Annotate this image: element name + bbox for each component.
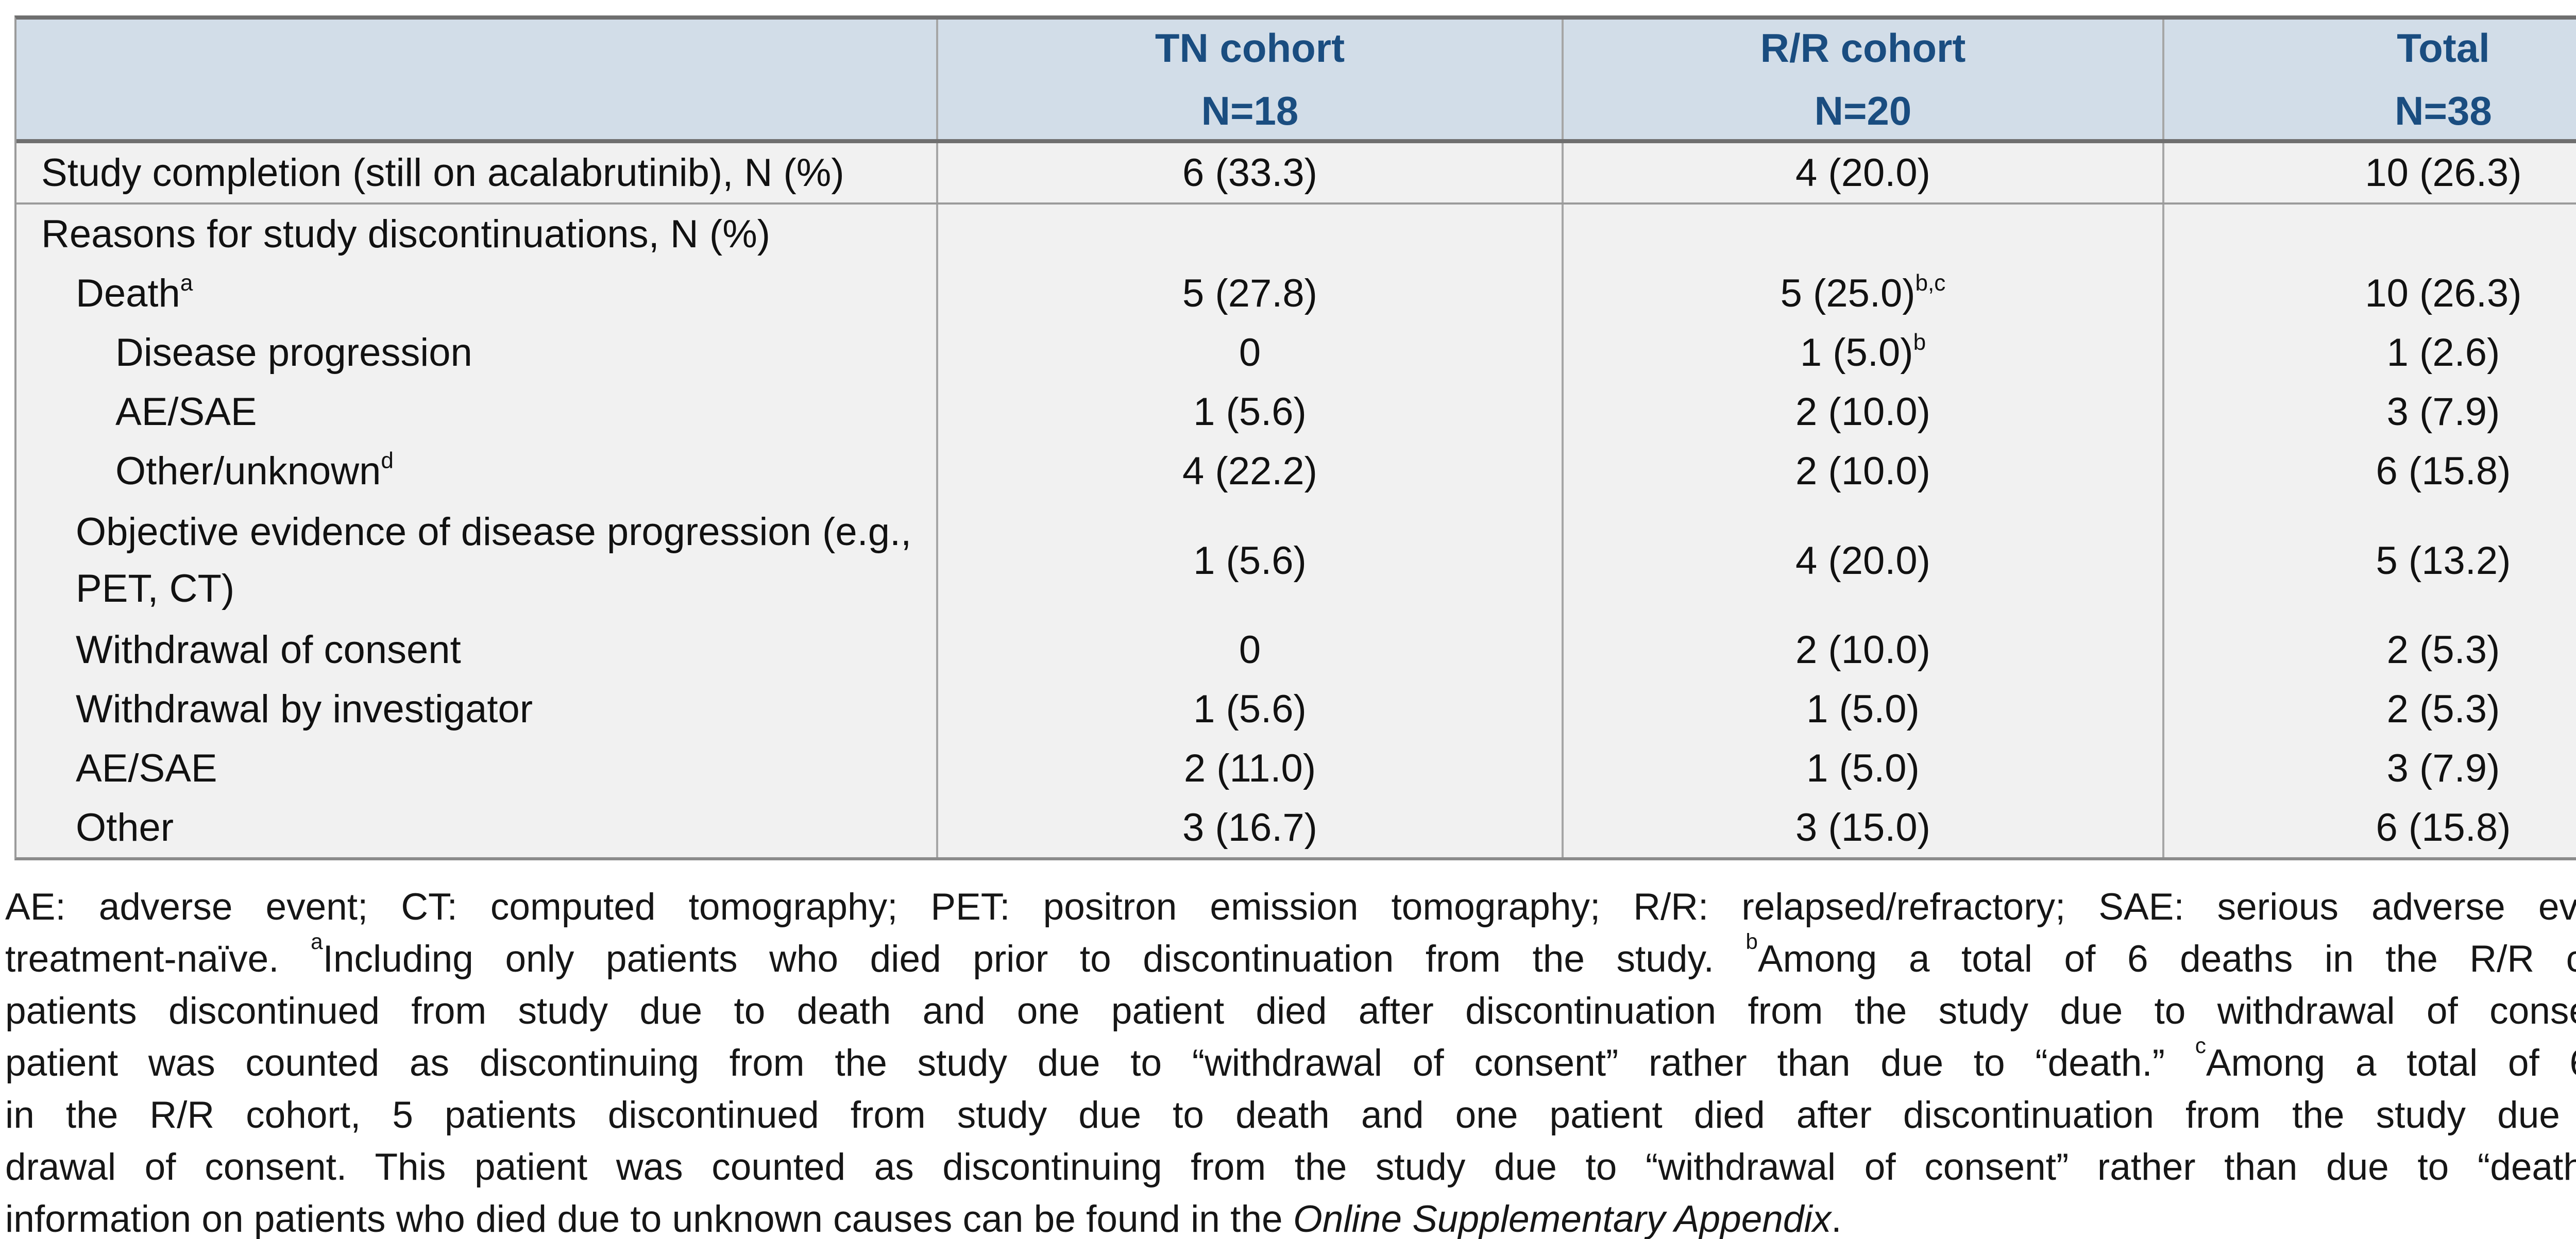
total-value: 2 (5.3) [2386, 687, 2500, 731]
rr-value: 2 (10.0) [1795, 449, 1930, 493]
footnote-line: patients discontinued from study due to … [5, 990, 2576, 1032]
row-label: Disease progression [115, 331, 472, 375]
total-value: 10 (26.3) [2365, 151, 2522, 195]
tn-value: 1 (5.6) [1193, 538, 1307, 583]
tn-value: 2 (11.0) [1183, 746, 1316, 790]
footnote-line: treatment-naïve. aIncluding only patient… [5, 933, 2576, 980]
row-label: Withdrawal of consent [76, 628, 461, 672]
row-ae-sae: AE/SAE 2 (11.0) 1 (5.0) 3 (7.9) [16, 739, 2576, 798]
tn-value: 0 [1239, 628, 1261, 672]
rr-value: 2 (10.0) [1795, 390, 1930, 434]
rr-value: 1 (5.0) [1800, 331, 1913, 375]
footnote-line: in the R/R cohort, 5 patients discontinu… [5, 1094, 2576, 1136]
header-total-line2: N=38 [2395, 88, 2492, 133]
row-withdrawal-consent: Withdrawal of consent 0 2 (10.0) 2 (5.3) [16, 620, 2576, 680]
footnote-line: AE: adverse event; CT: computed tomograp… [5, 886, 2576, 928]
rr-value: 4 (20.0) [1795, 151, 1930, 195]
tn-value: 1 (5.6) [1193, 390, 1307, 434]
header-tn-line1: TN cohort [1155, 25, 1345, 71]
study-discontinuation-table: TN cohort N=18 R/R cohort N=20 Total N=3… [14, 15, 2576, 860]
row-disease-progression: Disease progression 0 1 (5.0) b 1 (2.6) [16, 323, 2576, 382]
row-label: Other/unknown [115, 449, 381, 493]
row-study-completion: Study completion (still on acalabrutinib… [16, 143, 2576, 205]
rr-value: 2 (10.0) [1795, 628, 1930, 672]
rr-value: 5 (25.0) [1780, 271, 1916, 315]
total-value: 6 (15.8) [2376, 449, 2511, 493]
header-rr-line2: N=20 [1814, 88, 1912, 133]
tn-value: 5 (27.8) [1182, 271, 1317, 315]
row-objective-evidence: Objective evidence of disease progressio… [16, 501, 2576, 620]
header-cell-label [16, 20, 936, 139]
rr-value: 4 (20.0) [1795, 538, 1930, 583]
total-value: 2 (5.3) [2386, 628, 2500, 672]
row-reasons-header: Reasons for study discontinuations, N (%… [16, 205, 2576, 264]
rr-value: 3 (15.0) [1795, 806, 1930, 850]
rr-value: 1 (5.0) [1806, 687, 1920, 731]
row-death: Death a 5 (27.8) 5 (25.0) b,c 10 (26.3) [16, 264, 2576, 323]
row-label: Other [76, 806, 174, 850]
total-value: 5 (13.2) [2376, 538, 2511, 583]
footnote-line: patient was counted as discontinuing fro… [5, 1037, 2576, 1084]
tn-value: 1 (5.6) [1193, 687, 1307, 731]
total-value: 3 (7.9) [2386, 746, 2500, 790]
table-header-row: TN cohort N=18 R/R cohort N=20 Total N=3… [16, 20, 2576, 143]
row-label: AE/SAE [115, 390, 257, 434]
tn-value: 6 (33.3) [1182, 151, 1317, 195]
tn-value: 4 (22.2) [1182, 449, 1317, 493]
row-label: Objective evidence of disease progressio… [76, 510, 912, 610]
footnote-line: drawal of consent. This patient was coun… [5, 1146, 2576, 1188]
header-cell-rr-cohort: R/R cohort N=20 [1562, 20, 2162, 139]
total-value: 6 (15.8) [2376, 806, 2511, 850]
total-value: 1 (2.6) [2386, 331, 2500, 375]
header-tn-line2: N=18 [1201, 88, 1299, 133]
total-value: 10 (26.3) [2365, 271, 2522, 315]
row-label: Reasons for study discontinuations, N (%… [41, 212, 771, 256]
tn-value: 3 (16.7) [1182, 806, 1317, 850]
row-withdrawal-investigator: Withdrawal by investigator 1 (5.6) 1 (5.… [16, 680, 2576, 739]
row-label: AE/SAE [76, 746, 217, 790]
row-other-unknown: Other/unknown d 4 (22.2) 2 (10.0) 6 (15.8… [16, 442, 2576, 501]
header-cell-total: Total N=38 [2162, 20, 2576, 139]
total-value: 3 (7.9) [2386, 390, 2500, 434]
rr-value: 1 (5.0) [1806, 746, 1920, 790]
footnote: AE: adverse event; CT: computed tomograp… [5, 881, 2576, 1239]
row-ae-sae-death: AE/SAE 1 (5.6) 2 (10.0) 3 (7.9) [16, 382, 2576, 442]
header-cell-tn-cohort: TN cohort N=18 [936, 20, 1562, 139]
footnote-line: information on patients who died due to … [5, 1198, 1842, 1239]
row-label: Death [76, 271, 180, 315]
tn-value: 0 [1239, 331, 1261, 375]
header-rr-line1: R/R cohort [1760, 25, 1966, 71]
row-other: Other 3 (16.7) 3 (15.0) 6 (15.8) [16, 798, 2576, 857]
row-label: Withdrawal by investigator [76, 687, 533, 731]
row-label: Study completion (still on acalabrutinib… [41, 151, 844, 195]
header-total-line1: Total [2397, 25, 2490, 71]
